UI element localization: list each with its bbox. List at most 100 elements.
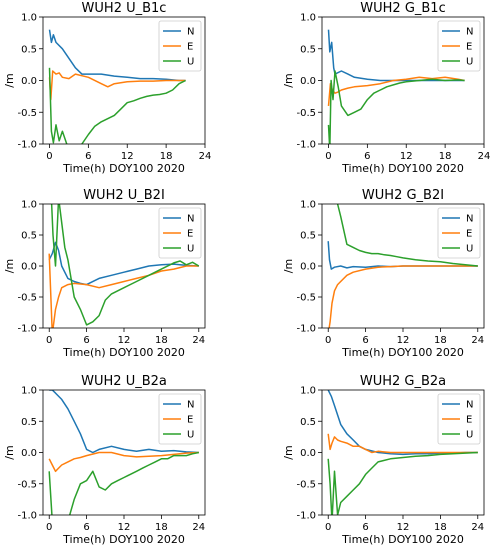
y-tick-label: 1.0 <box>300 200 316 211</box>
y-axis-label: /m <box>282 445 295 459</box>
legend-label-E: E <box>466 229 472 240</box>
chart-title: WUH2 U_B2I <box>83 188 165 203</box>
x-tick-label: 18 <box>434 335 447 346</box>
legend: NEU <box>438 394 480 444</box>
y-tick-label: 0.5 <box>300 417 316 428</box>
y-tick-label: -0.5 <box>17 479 37 490</box>
y-tick-label: 0.5 <box>21 231 37 242</box>
y-tick-label: -1.0 <box>17 324 37 335</box>
legend-label-N: N <box>466 214 473 225</box>
x-tick-label: 12 <box>118 335 131 346</box>
y-tick-label: -0.5 <box>296 293 316 304</box>
y-tick-label: 1.0 <box>21 386 37 397</box>
y-tick-label: 0.0 <box>300 76 316 87</box>
x-tick-label: 0 <box>46 335 52 346</box>
series-line-E <box>50 71 186 100</box>
x-axis-label: Time(h) DOY100 2020 <box>62 533 185 546</box>
y-tick-label: -0.5 <box>296 479 316 490</box>
x-axis-label: Time(h) DOY100 2020 <box>341 162 464 175</box>
x-tick-label: 18 <box>155 335 168 346</box>
y-tick-label: 0.0 <box>21 262 37 273</box>
chart-title: WUH2 U_B1c <box>82 1 167 16</box>
x-tick-label: 12 <box>397 522 410 533</box>
y-tick-label: 0.5 <box>300 44 316 55</box>
x-tick-label: 12 <box>121 151 134 162</box>
y-tick-label: 0.0 <box>300 262 316 273</box>
x-tick-label: 0 <box>46 522 52 533</box>
y-tick-label: 1.0 <box>300 386 316 397</box>
legend: NEU <box>438 208 480 258</box>
x-tick-label: 0 <box>325 522 331 533</box>
y-tick-label: 0.5 <box>300 231 316 242</box>
y-axis-label: /m <box>282 73 295 87</box>
x-tick-label: 6 <box>362 335 368 346</box>
x-tick-label: 24 <box>192 335 205 346</box>
y-tick-label: -0.5 <box>17 293 37 304</box>
legend-label-U: U <box>187 57 194 68</box>
x-tick-label: 18 <box>155 522 168 533</box>
y-tick-label: 0.0 <box>21 76 37 87</box>
legend-label-E: E <box>187 415 193 426</box>
chart-title: WUH2 G_B2I <box>362 188 444 203</box>
x-axis-label: Time(h) DOY100 2020 <box>62 346 185 359</box>
y-tick-label: -1.0 <box>17 511 37 522</box>
x-tick-label: 0 <box>325 151 331 162</box>
x-tick-label: 24 <box>199 151 212 162</box>
x-tick-label: 6 <box>362 522 368 533</box>
legend-label-U: U <box>187 430 194 441</box>
x-tick-label: 12 <box>400 151 413 162</box>
y-axis-label: /m <box>282 259 295 273</box>
legend-label-N: N <box>187 27 194 38</box>
legend-label-E: E <box>187 229 193 240</box>
x-tick-label: 6 <box>85 151 91 162</box>
y-tick-label: 1.0 <box>300 13 316 24</box>
chart-panel-4: 0 6 12 18 24 -1.0 -0.5 0.0 0.5 1.0 WUH2 G_B2I Time(… <box>282 188 484 359</box>
series-line-U <box>329 71 465 150</box>
series-line-U <box>328 453 478 522</box>
x-tick-label: 24 <box>471 335 484 346</box>
x-tick-label: 6 <box>364 151 370 162</box>
y-tick-label: 1.0 <box>21 200 37 211</box>
y-axis-label: /m <box>3 259 16 273</box>
series-line-E <box>49 254 199 335</box>
y-tick-label: 0.0 <box>21 448 37 459</box>
x-tick-label: 12 <box>118 522 131 533</box>
chart-panel-6: 0 6 12 18 24 -1.0 -0.5 0.0 0.5 1.0 WUH2 G_B2a Time(… <box>282 374 484 546</box>
x-tick-label: 0 <box>46 151 52 162</box>
legend: NEU <box>438 21 480 71</box>
legend-label-U: U <box>466 244 473 255</box>
chart-panel-3: 0 6 12 18 24 -1.0 -0.5 0.0 0.5 1.0 WUH2 U_B2I Time(… <box>3 188 205 359</box>
x-axis-label: Time(h) DOY100 2020 <box>62 162 185 175</box>
x-tick-label: 18 <box>439 151 452 162</box>
y-axis-label: /m <box>3 445 16 459</box>
legend-label-U: U <box>466 430 473 441</box>
y-tick-label: -1.0 <box>296 140 316 151</box>
legend-label-N: N <box>466 27 473 38</box>
x-tick-label: 24 <box>478 151 491 162</box>
x-tick-label: 0 <box>325 335 331 346</box>
chart-title: WUH2 G_B1c <box>360 1 445 16</box>
legend-label-U: U <box>187 244 194 255</box>
x-tick-label: 24 <box>192 522 205 533</box>
legend: NEU <box>159 208 201 258</box>
y-tick-label: 0.5 <box>21 44 37 55</box>
legend-label-N: N <box>187 214 194 225</box>
series-line-E <box>328 266 478 334</box>
legend-label-U: U <box>466 57 473 68</box>
y-tick-label: -1.0 <box>17 140 37 151</box>
legend-label-E: E <box>466 415 472 426</box>
y-tick-label: 0.5 <box>21 417 37 428</box>
y-tick-label: 0.0 <box>300 448 316 459</box>
x-tick-label: 6 <box>83 522 89 533</box>
y-tick-label: -1.0 <box>296 511 316 522</box>
legend: NEU <box>159 21 201 71</box>
chart-panel-2: 0 6 12 18 24 -1.0 -0.5 0.0 0.5 1.0 WUH2 G_B1c Time(… <box>282 1 490 175</box>
legend-label-E: E <box>466 42 472 53</box>
x-tick-label: 12 <box>397 335 410 346</box>
y-tick-label: -0.5 <box>17 108 37 119</box>
y-tick-label: -1.0 <box>296 324 316 335</box>
legend-label-E: E <box>187 42 193 53</box>
x-tick-label: 6 <box>83 335 89 346</box>
y-axis-label: /m <box>3 73 16 87</box>
